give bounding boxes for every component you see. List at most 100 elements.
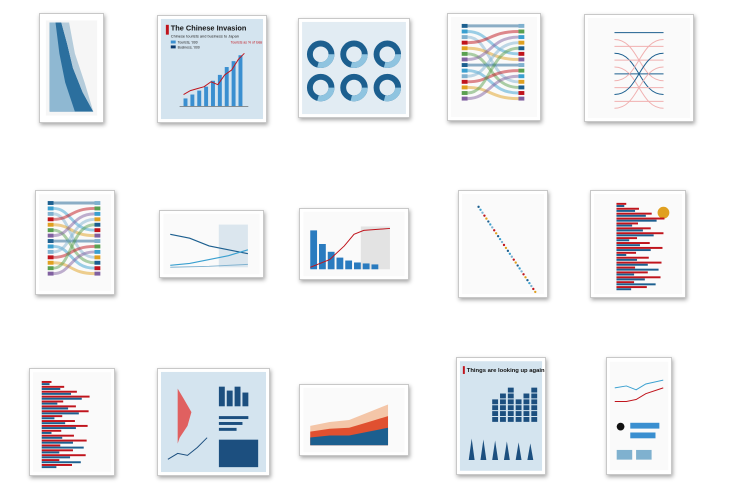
decoration: [616, 288, 632, 291]
decoration: [616, 242, 650, 244]
decoration: [507, 416, 514, 422]
thumbnail[interactable]: [458, 190, 548, 298]
decoration: [481, 211, 484, 214]
decoration: [504, 246, 508, 250]
decoration: [41, 388, 61, 390]
thumbnail[interactable]: [298, 18, 410, 118]
decoration: [523, 399, 530, 405]
decoration: [41, 456, 71, 459]
decoration: [461, 79, 468, 84]
decoration: [485, 217, 488, 220]
decoration: [507, 387, 514, 393]
decoration: [41, 459, 60, 462]
decoration: [47, 201, 54, 205]
decoration: [53, 223, 95, 270]
decoration: [616, 217, 665, 220]
thumbnail[interactable]: [447, 13, 541, 121]
decoration: [496, 235, 500, 238]
decoration: [41, 417, 55, 420]
decoration: [514, 261, 517, 264]
decoration: [461, 46, 468, 51]
decoration: [94, 271, 101, 276]
decoration: [512, 258, 515, 261]
decoration: [507, 411, 514, 416]
decoration: [520, 270, 523, 273]
decoration: [461, 23, 468, 28]
decoration: [515, 405, 522, 411]
decoration: [515, 411, 522, 416]
thumbnail[interactable]: Things are looking up again: [456, 357, 546, 475]
thumb-art: [303, 211, 405, 277]
decoration: [616, 273, 635, 276]
decoration: [53, 261, 95, 276]
thumbnail[interactable]: [606, 357, 672, 475]
decoration: [527, 443, 534, 460]
thumb-art: [593, 194, 683, 294]
decoration: [461, 63, 468, 67]
thumbnail[interactable]: [29, 368, 115, 476]
decoration: [487, 220, 490, 223]
legend-entry: Tourists, '000: [178, 40, 198, 44]
thumb-art: Things are looking up again: [459, 361, 545, 471]
decoration: [616, 251, 637, 254]
decoration: [47, 239, 54, 243]
decoration: [616, 244, 640, 247]
decoration: [41, 390, 77, 393]
decoration: [373, 73, 402, 102]
decoration: [523, 411, 530, 416]
decoration: [616, 263, 648, 266]
decoration: [518, 85, 525, 90]
decoration: [47, 206, 54, 211]
thumbnail[interactable]: [590, 190, 686, 298]
thumb-art: [163, 213, 260, 275]
decoration: [306, 73, 335, 102]
thumb-art: [303, 387, 405, 453]
decoration: [532, 287, 535, 291]
decoration: [616, 202, 627, 205]
thumbnail[interactable]: [39, 13, 104, 123]
decoration: [518, 267, 521, 270]
decoration: [53, 250, 95, 276]
thumbnail[interactable]: [157, 368, 270, 476]
decoration: [47, 266, 54, 271]
decoration: [531, 411, 538, 416]
decoration: [616, 246, 663, 249]
decoration: [522, 273, 525, 276]
thumbnail[interactable]: [299, 208, 409, 280]
thumbnail[interactable]: [299, 384, 409, 456]
decoration: [507, 399, 514, 405]
decoration: [616, 261, 662, 264]
decoration: [531, 393, 538, 399]
thumbnail[interactable]: [584, 14, 694, 122]
decoration: [94, 201, 101, 205]
decoration: [518, 29, 525, 34]
decoration: [467, 41, 519, 78]
decoration: [47, 228, 54, 233]
decoration: [500, 405, 506, 411]
decoration: [461, 29, 468, 34]
decoration: [53, 217, 95, 254]
decoration: [493, 229, 496, 232]
decoration: [467, 85, 519, 101]
decoration: [461, 68, 468, 73]
decoration: [41, 429, 62, 432]
thumbnail[interactable]: The Chinese Invasion Chinese tourists an…: [157, 15, 267, 123]
decoration: [41, 420, 75, 422]
decoration: [41, 405, 76, 408]
decoration: [616, 258, 638, 261]
decoration: [94, 211, 101, 216]
thumbnail[interactable]: [35, 190, 115, 295]
decoration: [616, 222, 638, 225]
thumb-art: [45, 20, 98, 116]
decoration: [41, 434, 74, 437]
decoration: [373, 40, 402, 68]
decoration: [616, 224, 633, 227]
decoration: [616, 234, 654, 237]
thumbnail[interactable]: [159, 210, 264, 278]
decoration: [491, 226, 494, 229]
thumb-art: [38, 194, 112, 291]
decoration: [467, 69, 519, 95]
decoration: [41, 380, 52, 383]
decoration: [616, 214, 646, 217]
